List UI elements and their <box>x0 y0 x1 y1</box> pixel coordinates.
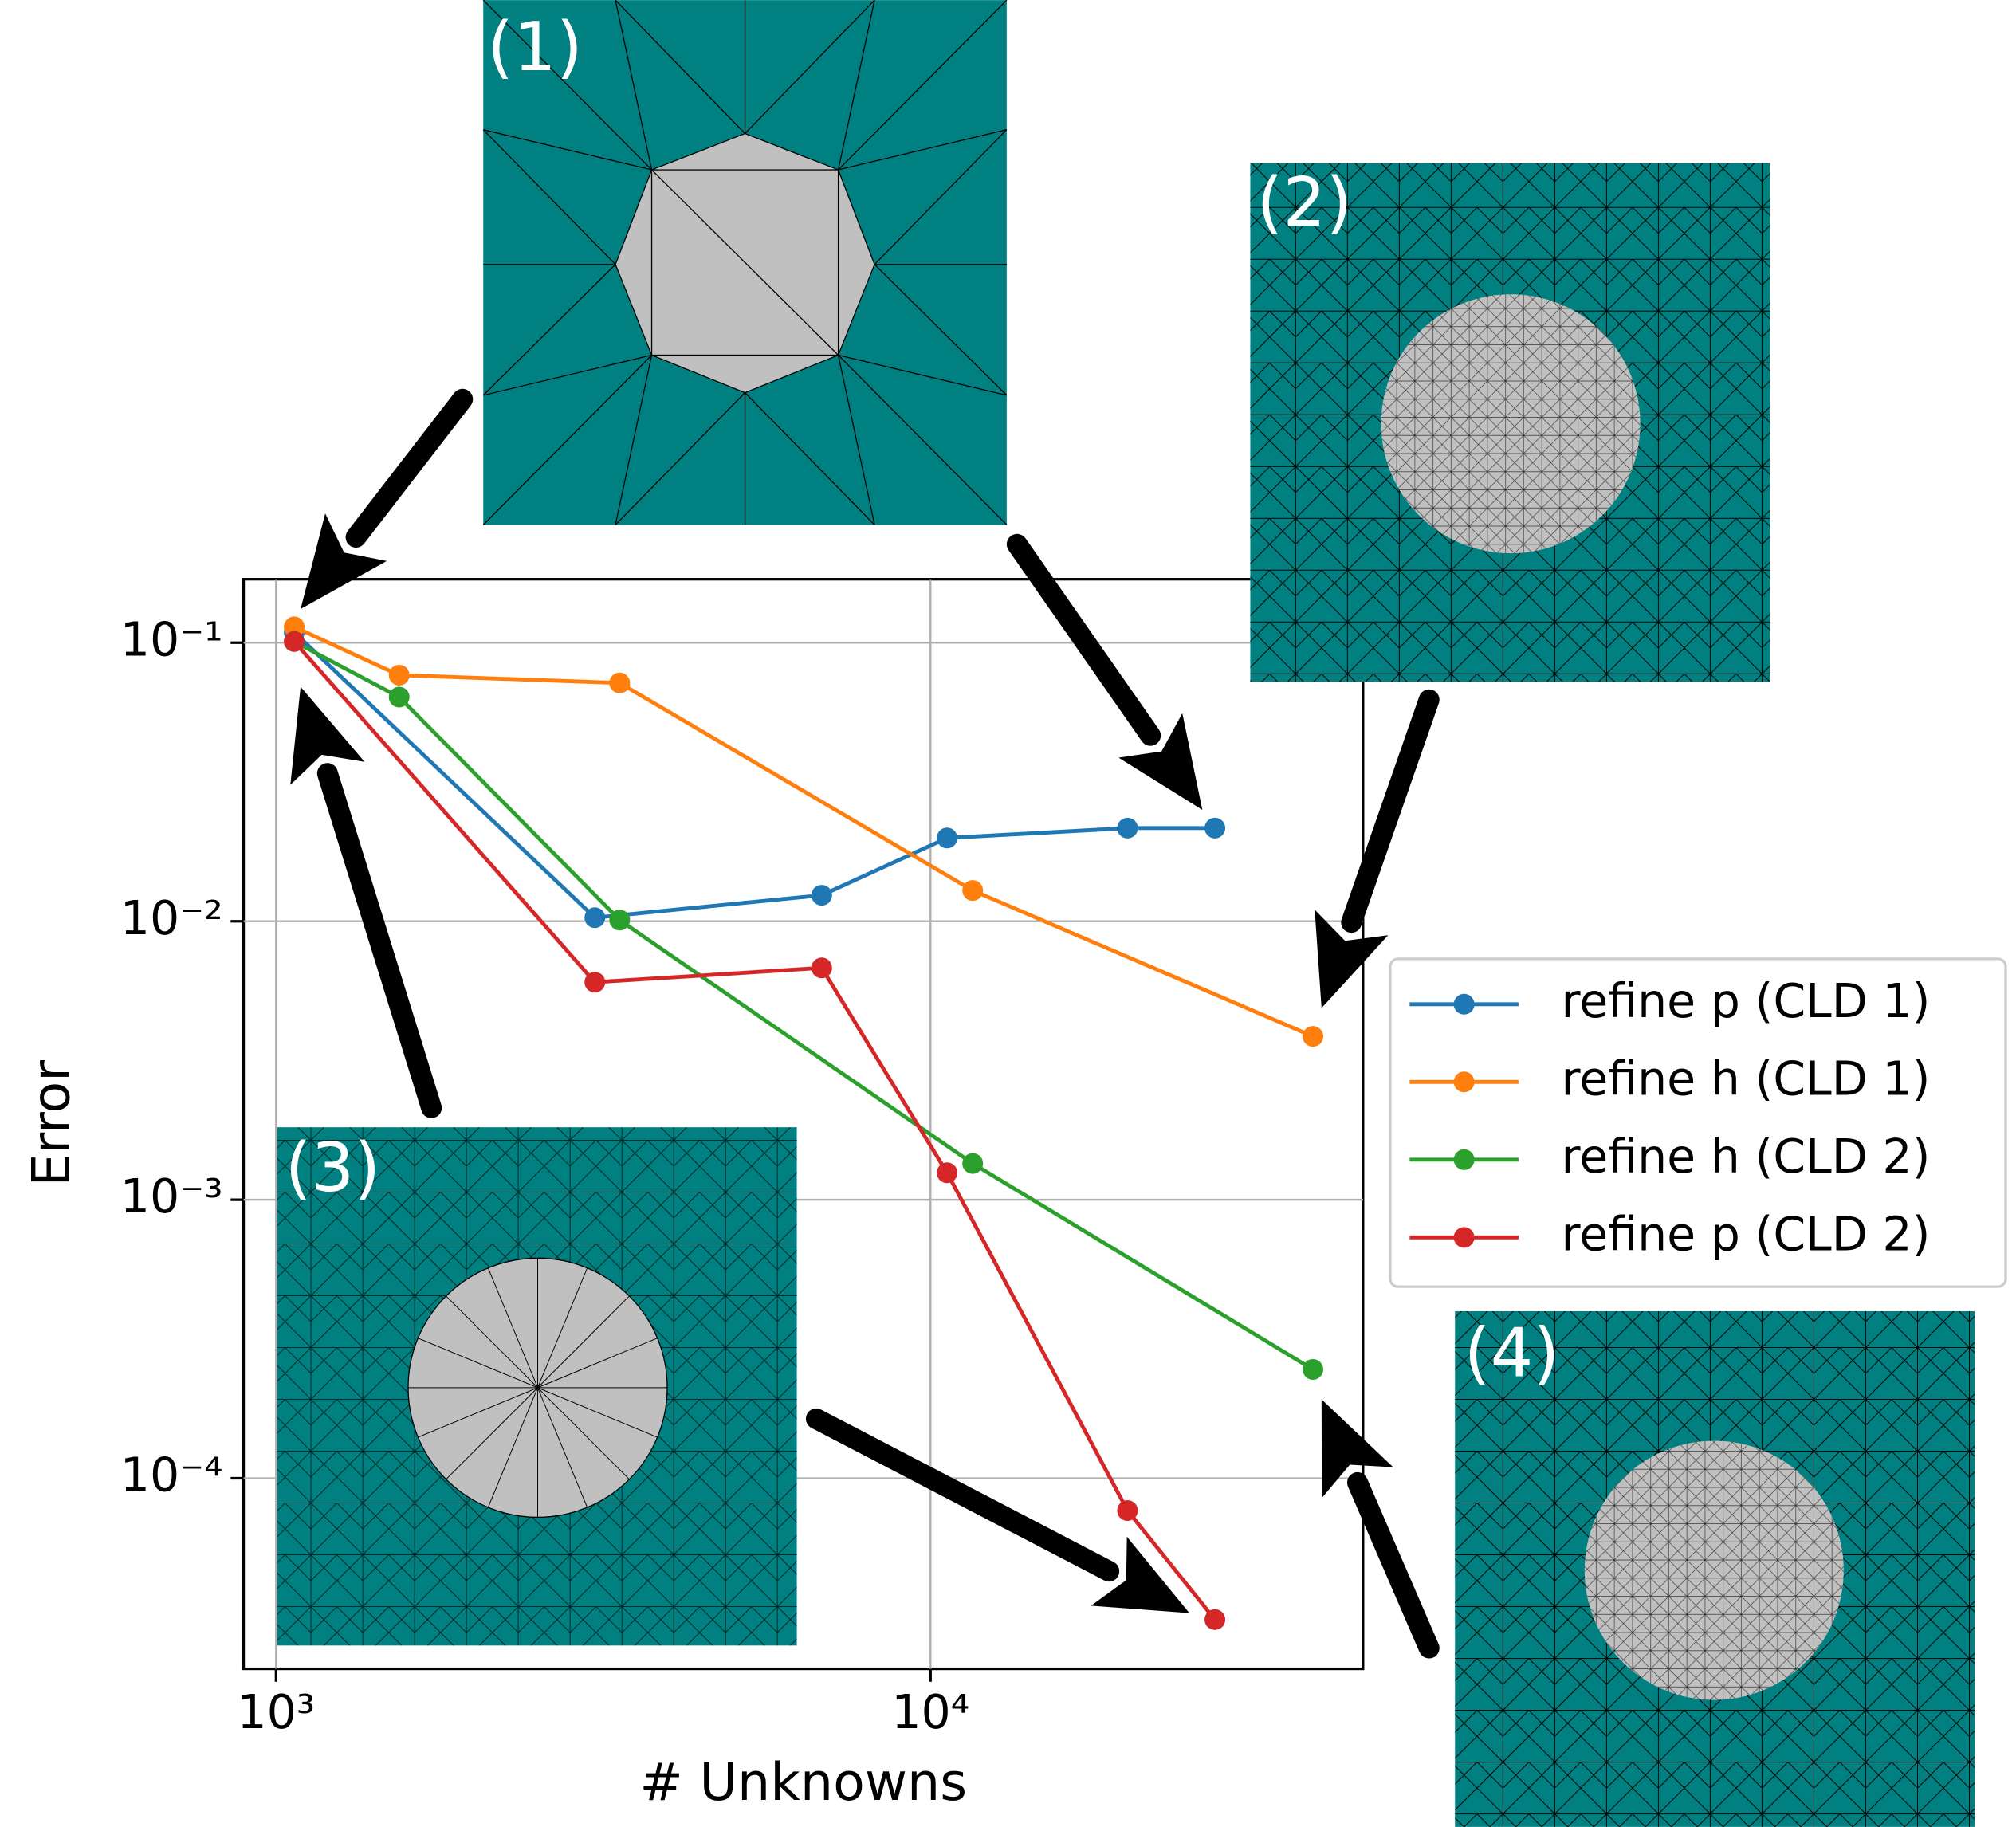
y-tick-label: 10⁻⁴ <box>120 1448 223 1503</box>
x-tick-label: 10⁴ <box>891 1685 969 1739</box>
legend-text: refine h (CLD 1) <box>1562 1051 1931 1106</box>
data-point <box>584 972 606 993</box>
inset-label: (4) <box>1464 1314 1560 1392</box>
arrow-head <box>1315 910 1389 1008</box>
mesh-edge <box>487 1267 538 1389</box>
mesh-edge <box>418 1338 538 1389</box>
data-point <box>388 686 410 708</box>
inset-mesh: (1) <box>482 0 1008 525</box>
data-point <box>609 672 631 693</box>
arrow-shaft <box>805 1408 1120 1582</box>
data-point <box>284 631 305 652</box>
data-point <box>937 827 958 849</box>
mesh-edge <box>537 1338 658 1389</box>
arrow-head <box>1091 1536 1190 1613</box>
arrow-shaft <box>316 763 442 1118</box>
series-line <box>293 625 1314 1039</box>
y-tick-label: 10⁻¹ <box>120 612 223 666</box>
legend-box <box>1389 957 2007 1288</box>
legend-marker <box>1453 1227 1475 1248</box>
mesh-edge <box>537 1387 658 1438</box>
data-point <box>1117 817 1138 839</box>
y-tick-label: 10⁻² <box>120 891 223 945</box>
data-point <box>1204 817 1226 839</box>
arrows <box>290 388 1440 1659</box>
data-point <box>962 880 984 902</box>
arrow-head <box>1118 713 1203 810</box>
data-point <box>284 616 305 638</box>
inset-mesh: (4) <box>1455 1310 1975 1827</box>
inset-label: (2) <box>1257 163 1353 242</box>
legend: refine p (CLD 1) refine h (CLD 1) refine h… <box>1389 957 2007 1288</box>
y-axis-label: Error <box>22 1060 81 1187</box>
plot-area <box>230 578 1365 1682</box>
data-point <box>609 910 631 931</box>
data-point <box>584 907 606 929</box>
inset-mesh: (2) <box>1250 163 1770 682</box>
x-tick-label: 10³ <box>237 1685 315 1739</box>
series-line <box>293 631 1216 920</box>
mesh-edge <box>418 1387 538 1438</box>
data-point <box>937 1162 958 1184</box>
inset-label: (3) <box>285 1129 381 1207</box>
x-axis-label: # Unknowns <box>639 1753 967 1813</box>
data-point <box>1204 1609 1226 1630</box>
data-point <box>811 885 832 906</box>
mesh-edge <box>537 1387 630 1480</box>
mesh-edge <box>446 1295 538 1389</box>
mesh-edge <box>487 1387 538 1508</box>
arrow-head <box>1321 1399 1393 1499</box>
legend-marker <box>1453 1071 1475 1093</box>
data-point <box>388 664 410 686</box>
series-line <box>293 640 1216 1621</box>
data-point <box>811 957 832 979</box>
data-point <box>1117 1500 1138 1522</box>
arrow-head <box>301 513 387 610</box>
inset-mesh: (3) <box>277 1127 797 1646</box>
data-point <box>1303 1026 1324 1047</box>
arrow-shaft <box>1006 533 1161 746</box>
legend-marker <box>1453 993 1475 1015</box>
arrow-head <box>290 686 365 785</box>
mesh-edge <box>537 1267 588 1389</box>
mesh-edge <box>446 1387 538 1480</box>
data-point <box>1303 1358 1324 1380</box>
arrow-shaft <box>345 388 474 548</box>
legend-text: refine h (CLD 2) <box>1562 1130 1931 1184</box>
arrow-shaft <box>1341 689 1440 933</box>
legend-text: refine p (CLD 1) <box>1562 974 1931 1028</box>
legend-marker <box>1453 1149 1475 1170</box>
mesh-edge <box>537 1387 588 1508</box>
arrow-shaft <box>1346 1471 1440 1659</box>
y-tick-label: 10⁻³ <box>120 1169 223 1224</box>
mesh-edge <box>537 1295 630 1389</box>
data-point <box>962 1153 984 1174</box>
plot-frame <box>242 578 1365 1671</box>
inset-label: (1) <box>487 8 583 86</box>
legend-text: refine p (CLD 2) <box>1562 1207 1931 1261</box>
